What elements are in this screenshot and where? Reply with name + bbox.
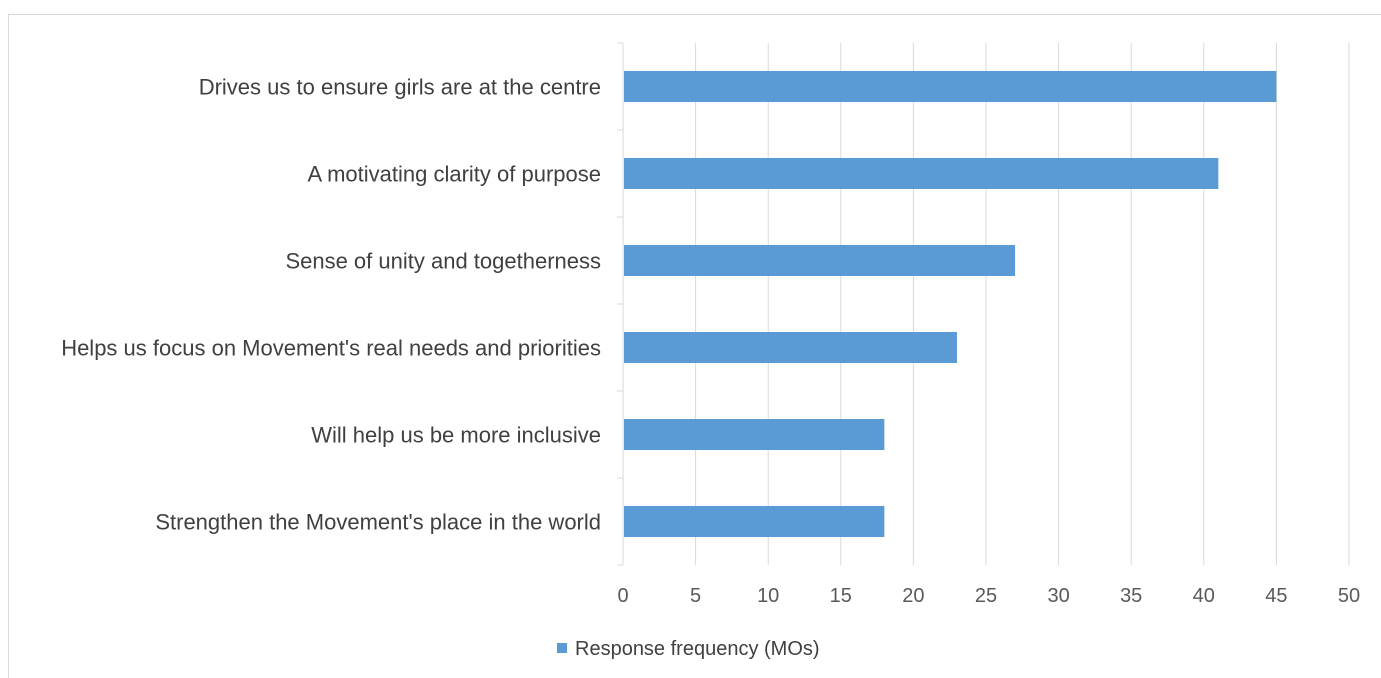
category-labels: Drives us to ensure girls are at the cen… <box>61 75 601 535</box>
category-label: Strengthen the Movement's place in the w… <box>155 510 601 535</box>
x-tick-label: 20 <box>902 585 924 607</box>
x-tick-label: 45 <box>1265 585 1287 607</box>
legend-label: Response frequency (MOs) <box>575 638 820 660</box>
category-label: Sense of unity and togetherness <box>285 249 601 274</box>
legend: Response frequency (MOs) <box>557 638 820 660</box>
category-label: Drives us to ensure girls are at the cen… <box>199 75 601 100</box>
bar <box>624 71 1277 102</box>
bar <box>624 332 957 363</box>
y-axis <box>617 42 624 566</box>
x-tick-label: 25 <box>975 585 997 607</box>
x-tick-label: 35 <box>1120 585 1142 607</box>
bar <box>624 158 1219 189</box>
category-label: Will help us be more inclusive <box>311 423 601 448</box>
bar <box>624 245 1016 276</box>
x-tick-label: 40 <box>1193 585 1215 607</box>
x-tick-label: 15 <box>830 585 852 607</box>
x-tick-label: 5 <box>690 585 701 607</box>
bars <box>624 71 1277 537</box>
x-tick-labels: 0 5 10 15 20 25 30 35 40 45 50 <box>617 585 1360 607</box>
gridlines <box>695 43 1350 565</box>
legend-swatch <box>557 643 567 653</box>
category-label: Helps us focus on Movement's real needs … <box>61 336 601 361</box>
bar <box>624 419 885 450</box>
x-tick-label: 0 <box>617 585 628 607</box>
x-tick-label: 10 <box>757 585 779 607</box>
x-tick-label: 50 <box>1338 585 1360 607</box>
bar <box>624 506 885 537</box>
x-tick-label: 30 <box>1047 585 1069 607</box>
category-label: A motivating clarity of purpose <box>308 162 601 187</box>
